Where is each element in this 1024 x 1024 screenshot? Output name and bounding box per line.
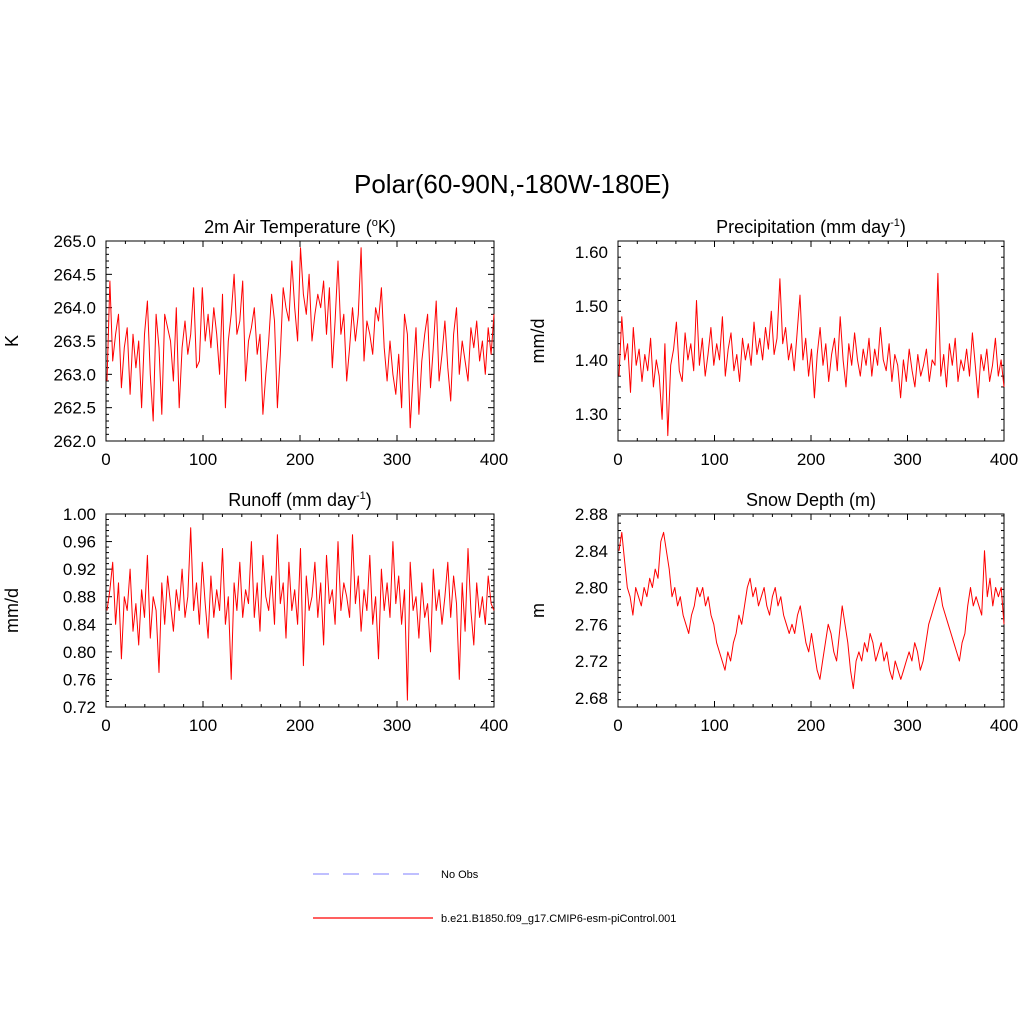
panel-snow-depth: 0 100 200 300 400 2.68 2.72 2.76 2.80 2.84 2.88 m Sn…: [528, 490, 1018, 735]
y-axis-label: mm/d: [2, 588, 22, 633]
panel-title-end: K): [378, 217, 396, 237]
y-tick-label: 2.80: [575, 579, 608, 598]
x-tick-label: 300: [893, 450, 921, 469]
y-tick-label: 1.40: [575, 351, 608, 370]
y-tick-label: 1.00: [63, 505, 96, 524]
y-tick-label: 0.84: [63, 615, 96, 634]
legend-label-model: b.e21.B1850.f09_g17.CMIP6-esm-piControl.…: [441, 913, 676, 925]
panel-air-temperature: 0 100 200 300 400 262.0 262.5 263.0 263.5 264.0 26…: [2, 217, 508, 469]
x-tick-label: 0: [613, 450, 622, 469]
panel-title-end: ): [366, 490, 372, 510]
x-tick-label: 200: [797, 450, 825, 469]
panel-title-superscript: o: [372, 217, 378, 229]
x-tick-label: 100: [189, 716, 217, 735]
y-tick-label: 265.0: [53, 232, 96, 251]
series-line: [618, 272, 1005, 437]
y-axis-label: m: [528, 603, 548, 618]
panel-title: Snow Depth (m): [746, 490, 876, 510]
x-tick-label: 300: [893, 716, 921, 735]
panel-runoff: 0 100 200 300 400 0.72 0.76 0.80 0.84 0.88 0.92 0.9…: [2, 490, 508, 735]
x-tick-label: 0: [101, 716, 110, 735]
x-tick-label: 400: [990, 450, 1018, 469]
x-tick-label: 0: [613, 716, 622, 735]
x-tick-label: 300: [383, 450, 411, 469]
x-tick-label: 400: [990, 716, 1018, 735]
panel-title-text: Runoff (mm day: [228, 490, 356, 510]
y-tick-label: 0.92: [63, 560, 96, 579]
x-tick-label: 400: [480, 716, 508, 735]
x-tick-label: 100: [700, 716, 728, 735]
plot-frame: [617, 513, 1005, 708]
y-tick-label: 0.80: [63, 643, 96, 662]
x-tick-label: 100: [700, 450, 728, 469]
y-tick-label: 2.68: [575, 689, 608, 708]
series-line: [106, 247, 495, 429]
x-tick-label: 200: [286, 450, 314, 469]
y-tick-label: 0.76: [63, 670, 96, 689]
y-tick-label: 1.60: [575, 243, 608, 262]
x-tick-label: 400: [480, 450, 508, 469]
series-line: [618, 531, 1005, 690]
y-tick-label: 263.0: [53, 365, 96, 384]
y-tick-label: 262.0: [53, 432, 96, 451]
series-line: [106, 527, 495, 701]
panel-precipitation: 0 100 200 300 400 1.30 1.40 1.50 1.60 mm/d Precipi…: [528, 217, 1018, 469]
x-tick-label: 200: [286, 716, 314, 735]
y-tick-label: 0.88: [63, 588, 96, 607]
y-axis-label: K: [2, 335, 22, 347]
y-tick-label: 1.50: [575, 297, 608, 316]
legend: No Obs b.e21.B1850.f09_g17.CMIP6-esm-piC…: [313, 869, 676, 925]
panel-title: Precipitation (mm day-1): [716, 217, 906, 237]
y-tick-label: 264.5: [53, 265, 96, 284]
x-tick-label: 200: [797, 716, 825, 735]
panel-title-text: 2m Air Temperature (: [204, 217, 372, 237]
plot-frame: [617, 240, 1005, 442]
y-tick-label: 262.5: [53, 399, 96, 418]
panel-title-text: Snow Depth (m): [746, 490, 876, 510]
y-tick-label: 0.72: [63, 698, 96, 717]
y-tick-label: 1.30: [575, 405, 608, 424]
y-tick-label: 2.88: [575, 505, 608, 524]
panel-title: Runoff (mm day-1): [228, 490, 372, 510]
figure-title: Polar(60-90N,-180W-180E): [354, 169, 670, 199]
x-tick-label: 300: [383, 716, 411, 735]
y-tick-label: 263.5: [53, 332, 96, 351]
panel-title-end: ): [900, 217, 906, 237]
panel-title-superscript: -1: [890, 217, 900, 229]
y-tick-label: 2.84: [575, 542, 608, 561]
x-tick-label: 100: [189, 450, 217, 469]
y-tick-label: 2.76: [575, 615, 608, 634]
panel-title: 2m Air Temperature (oK): [204, 217, 396, 237]
y-tick-label: 0.96: [63, 533, 96, 552]
panel-title-text: Precipitation (mm day: [716, 217, 890, 237]
panel-title-superscript: -1: [356, 490, 366, 502]
y-tick-label: 264.0: [53, 299, 96, 318]
y-axis-label: mm/d: [528, 319, 548, 364]
y-tick-label: 2.72: [575, 652, 608, 671]
x-tick-label: 0: [101, 450, 110, 469]
legend-label-no-obs: No Obs: [441, 869, 479, 881]
